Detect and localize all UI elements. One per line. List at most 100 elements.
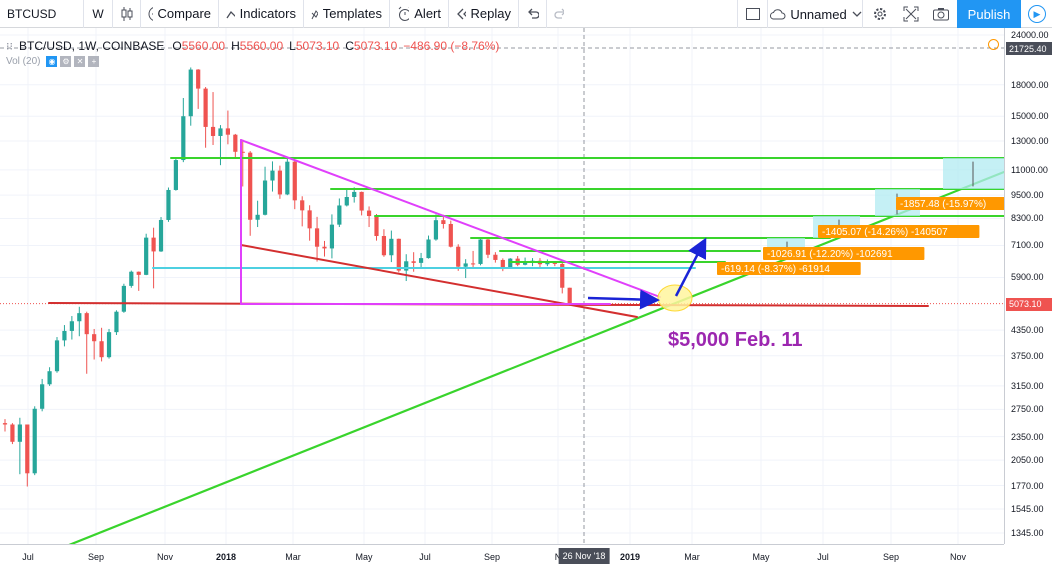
candle-body xyxy=(54,340,60,372)
projection-arrow xyxy=(674,237,707,297)
redo-button[interactable] xyxy=(547,0,571,28)
close-small-icon[interactable]: ✕ xyxy=(74,56,86,67)
undo-button[interactable] xyxy=(519,0,547,28)
last-price-label: 5073.10 xyxy=(1006,297,1052,311)
candle-body xyxy=(106,332,112,358)
camera-icon xyxy=(933,8,949,21)
templates-button[interactable]: Templates xyxy=(304,0,390,28)
projection-arrow xyxy=(587,289,660,310)
candle-body xyxy=(322,246,327,249)
publish-button[interactable]: Publish xyxy=(957,0,1021,28)
alert-button[interactable]: Alert xyxy=(390,0,449,28)
time-tick-label: May xyxy=(752,552,770,562)
candle-body xyxy=(493,254,498,260)
candle-body xyxy=(225,128,230,135)
settings-button[interactable] xyxy=(866,0,894,28)
close-label: C xyxy=(345,39,354,53)
candle-body xyxy=(69,321,74,331)
chart-type-button[interactable] xyxy=(113,0,141,28)
price-tick-label: 2750.00 xyxy=(1011,404,1044,415)
settings-small-icon[interactable]: ⚙ xyxy=(60,56,72,67)
candle-body xyxy=(270,170,275,181)
candle-body xyxy=(314,228,320,247)
more-small-icon[interactable]: + xyxy=(88,56,100,67)
candle-body xyxy=(248,152,253,220)
candle-body xyxy=(560,263,565,288)
close-value: 5073.10 xyxy=(353,39,398,53)
crosshair-price-label: 21725.40 xyxy=(1006,42,1052,55)
price-chart[interactable]: -619.14 (-8.37%) -61914 -1026.91 (-12.20%… xyxy=(0,28,1004,544)
measure-label-text: -1857.48 (-15.97%) xyxy=(900,199,986,210)
candle-body xyxy=(478,239,483,264)
price-tick-label: 3150.00 xyxy=(1011,380,1044,391)
fullscreen-button[interactable] xyxy=(896,0,926,28)
layout-menu-button[interactable]: Unnamed xyxy=(767,0,863,28)
open-value: 5560.00 xyxy=(181,39,226,53)
time-tick-label: Nov xyxy=(949,552,967,562)
candle-body xyxy=(426,239,431,259)
candle-body xyxy=(359,191,364,211)
price-tick-label: 5900.00 xyxy=(1011,272,1044,283)
candle-body xyxy=(567,287,572,304)
chart-properties-icon[interactable] xyxy=(988,39,999,50)
candle-body xyxy=(99,341,104,358)
candle-body xyxy=(47,371,52,385)
candle-body xyxy=(374,216,379,237)
gear-icon xyxy=(874,8,886,20)
crosshair-time-label: 26 Nov '18 xyxy=(558,548,610,564)
low-value: 5073.10 xyxy=(295,39,340,53)
templates-icon xyxy=(311,9,318,19)
candle-body xyxy=(545,262,550,265)
price-tick-label: 1345.00 xyxy=(1011,528,1044,538)
candle-body xyxy=(218,128,223,136)
time-tick-label: Jul xyxy=(22,552,34,562)
candle-body xyxy=(92,334,97,342)
time-tick-label: Jul xyxy=(419,552,431,562)
time-tick-label: N xyxy=(555,552,562,562)
fullscreen-layout-button[interactable] xyxy=(737,0,767,28)
price-tick-label: 2350.00 xyxy=(1011,431,1044,442)
low-label: L xyxy=(289,39,296,53)
cloud-icon xyxy=(770,9,786,20)
candle-body xyxy=(166,189,171,220)
price-tick-label: 2050.00 xyxy=(1011,455,1044,466)
stream-button[interactable]: ▶ xyxy=(1022,0,1052,28)
time-tick-label: Sep xyxy=(483,552,501,562)
compare-button[interactable]: Compare xyxy=(141,0,219,28)
open-label: O xyxy=(172,39,182,53)
candle-body xyxy=(158,219,164,252)
price-tick-label: 3750.00 xyxy=(1011,350,1044,361)
snapshot-button[interactable] xyxy=(926,0,956,28)
price-tick-label: 1770.00 xyxy=(1011,480,1044,491)
target-highlight xyxy=(657,284,693,312)
measure-label-box xyxy=(896,197,1004,210)
alarm-clock-icon xyxy=(398,6,410,21)
symbol-search[interactable]: BTCUSD xyxy=(0,0,84,28)
indicators-icon xyxy=(226,10,235,18)
eye-icon[interactable]: ◉ xyxy=(46,56,58,67)
drag-handle-icon[interactable]: ⁝⁝ xyxy=(6,40,13,53)
undo-icon xyxy=(528,8,539,19)
candle-body xyxy=(129,271,134,286)
indicators-button[interactable]: Indicators xyxy=(219,0,304,28)
candle-body xyxy=(285,161,290,195)
price-tick-label: 9500.00 xyxy=(1011,190,1044,201)
candle-body xyxy=(77,313,82,322)
candle-body xyxy=(84,313,89,335)
price-scale[interactable]: 24000.00 18000.00 15000.00 13000.00 11000.00… xyxy=(1004,28,1052,544)
price-tick-label: 13000.00 xyxy=(1011,135,1049,146)
alert-label: Alert xyxy=(414,6,441,21)
candle-body xyxy=(381,236,387,256)
candle-body xyxy=(203,88,208,127)
replay-button[interactable]: Replay xyxy=(449,0,519,28)
compare-plus-icon xyxy=(148,6,153,21)
candle-body xyxy=(17,424,22,442)
candle-body xyxy=(233,134,238,152)
candle-body xyxy=(173,160,178,190)
time-scale[interactable]: Jul Sep Nov 2018 Mar May Jul Sep N26 Nov '18 2019… xyxy=(0,544,1004,568)
play-icon: ▶ xyxy=(1028,5,1046,23)
measure-label-text: -1405.07 (-14.26%) -140507 xyxy=(822,227,948,238)
chevron-down-icon xyxy=(852,11,862,17)
expand-icon xyxy=(903,6,919,22)
interval-button[interactable]: W xyxy=(84,0,113,28)
